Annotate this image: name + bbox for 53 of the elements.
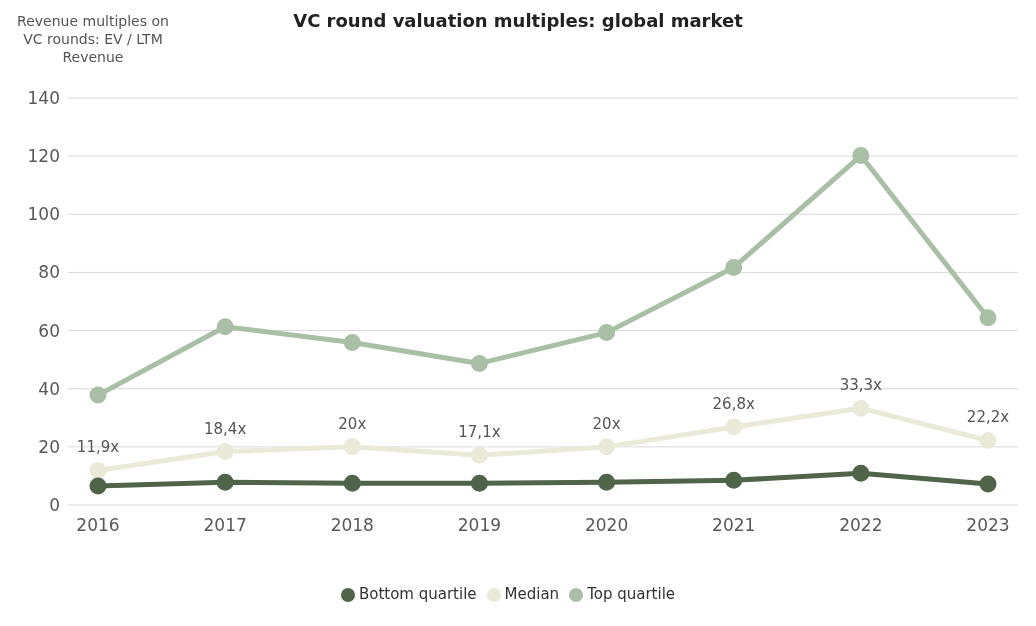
point xyxy=(216,473,234,491)
point xyxy=(89,477,107,495)
data-label: 20x xyxy=(338,414,367,433)
point xyxy=(343,474,361,492)
x-tick-label: 2020 xyxy=(584,515,629,536)
x-tick-label: 2016 xyxy=(76,515,120,536)
y-tick-label: 40 xyxy=(38,378,60,399)
legend-label: Median xyxy=(504,585,560,603)
point xyxy=(598,473,616,491)
x-tick-label: 2019 xyxy=(457,515,502,536)
point xyxy=(216,443,234,461)
point xyxy=(343,333,361,351)
point xyxy=(470,446,488,464)
point xyxy=(852,399,870,417)
chart-title: VC round valuation multiples: global market xyxy=(293,10,743,31)
point xyxy=(470,354,488,372)
point xyxy=(725,471,743,489)
data-label: 17,1x xyxy=(458,423,501,442)
data-label: 18,4x xyxy=(204,419,247,438)
data-label: 22,2x xyxy=(966,408,1010,427)
point xyxy=(979,309,997,327)
y-tick-label: 0 xyxy=(49,495,60,516)
point xyxy=(852,464,870,482)
y-tick-label: 120 xyxy=(27,146,60,167)
point xyxy=(598,438,616,456)
point xyxy=(470,474,488,492)
data-label: 20x xyxy=(592,414,621,433)
point xyxy=(216,318,234,336)
y-tick-label: 20 xyxy=(38,436,60,457)
data-label: 33,3x xyxy=(839,376,883,395)
point xyxy=(979,475,997,493)
x-tick-label: 2018 xyxy=(330,515,374,536)
legend-label: Top quartile xyxy=(587,585,676,603)
data-label: 11,9x xyxy=(76,438,120,457)
y-tick-label: 100 xyxy=(27,204,60,225)
legend-label: Bottom quartile xyxy=(358,585,477,603)
data-label: 26,8x xyxy=(712,395,755,414)
y-tick-label: 80 xyxy=(38,262,60,283)
x-tick-label: 2017 xyxy=(203,515,247,536)
y-axis-title: Revenue multiples on VC rounds: EV / LTM Revenue xyxy=(16,12,170,66)
x-tick-label: 2023 xyxy=(966,515,1010,536)
point xyxy=(89,461,107,479)
point xyxy=(598,324,616,342)
point xyxy=(852,147,870,165)
point xyxy=(979,431,997,449)
y-tick-label: 140 xyxy=(27,88,60,109)
x-tick-label: 2021 xyxy=(712,515,756,536)
point xyxy=(343,438,361,456)
point xyxy=(725,418,743,436)
y-tick-label: 60 xyxy=(38,320,60,341)
point xyxy=(725,258,743,276)
x-tick-label: 2022 xyxy=(839,515,883,536)
point xyxy=(89,386,107,404)
